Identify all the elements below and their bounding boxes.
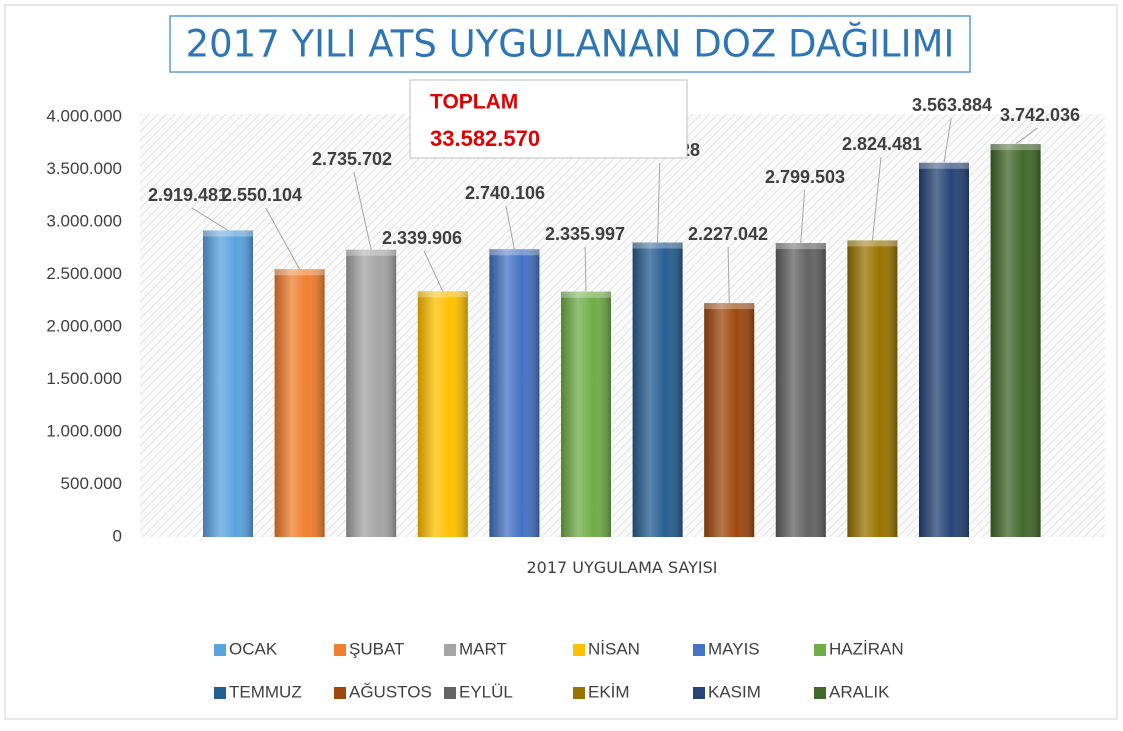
data-label: 2.550.104 bbox=[222, 185, 302, 205]
legend-label: AĞUSTOS bbox=[349, 682, 432, 701]
bar-shade bbox=[847, 240, 898, 537]
bar-cap bbox=[203, 230, 253, 237]
y-tick-label: 4.000.000 bbox=[46, 106, 122, 125]
annotation-text: 33.582.570 bbox=[430, 126, 540, 151]
leader-line bbox=[1015, 127, 1038, 145]
bar-cap bbox=[704, 303, 755, 310]
bar-cap bbox=[274, 269, 325, 276]
leader-line bbox=[943, 117, 952, 163]
leader-line bbox=[657, 162, 661, 243]
bar-shade bbox=[775, 243, 826, 537]
leader-line bbox=[505, 205, 515, 250]
bar-cap bbox=[919, 162, 969, 169]
y-tick-label: 0 bbox=[113, 526, 122, 545]
y-tick-label: 2.500.000 bbox=[46, 264, 122, 283]
legend-swatch bbox=[573, 687, 585, 699]
annotation-box bbox=[409, 79, 688, 159]
legend-label: EYLÜL bbox=[459, 682, 513, 701]
legend-swatch bbox=[444, 644, 456, 656]
leader-line bbox=[727, 246, 730, 304]
legend-swatch bbox=[334, 644, 346, 656]
bar-shade bbox=[274, 269, 325, 537]
bar-shade bbox=[990, 144, 1041, 537]
legend-label: ARALIK bbox=[829, 682, 890, 701]
legend-swatch bbox=[814, 644, 826, 656]
data-label: 3.742.036 bbox=[1000, 105, 1080, 125]
leader-line bbox=[584, 246, 587, 292]
title-box bbox=[169, 15, 971, 73]
legend-swatch bbox=[444, 687, 456, 699]
legend-label: TEMMUZ bbox=[229, 682, 302, 701]
data-label: 2.335.997 bbox=[545, 224, 625, 244]
y-tick-label: 1.500.000 bbox=[46, 369, 122, 388]
y-tick-label: 500.000 bbox=[61, 474, 122, 493]
bar-cap bbox=[847, 240, 898, 247]
legend-swatch bbox=[214, 687, 226, 699]
leader-line bbox=[191, 207, 229, 231]
legend-swatch bbox=[693, 687, 705, 699]
leader-line bbox=[800, 189, 806, 244]
bar-cap bbox=[346, 249, 397, 256]
y-tick-label: 1.000.000 bbox=[46, 421, 122, 440]
legend-label: KASIM bbox=[708, 682, 761, 701]
legend-label: MAYIS bbox=[708, 639, 760, 658]
legend-swatch bbox=[214, 644, 226, 656]
annotation-title: TOPLAM bbox=[430, 91, 518, 114]
bar-cap bbox=[632, 242, 683, 249]
bar-shade bbox=[203, 230, 253, 537]
bar-shade bbox=[417, 291, 468, 537]
data-label: 2.740.106 bbox=[465, 183, 545, 203]
legend-swatch bbox=[814, 687, 826, 699]
data-label: 2.735.702 bbox=[312, 149, 392, 169]
data-label: 2.339.906 bbox=[382, 228, 462, 248]
leader-line bbox=[353, 171, 372, 250]
data-label: 2.824.481 bbox=[842, 134, 922, 154]
bar-shade bbox=[346, 249, 397, 538]
leader-line bbox=[871, 156, 882, 241]
legend-label: MART bbox=[459, 639, 507, 658]
legend-label: HAZİRAN bbox=[829, 639, 904, 658]
data-label: 2.919.481 bbox=[148, 185, 228, 205]
bar-shade bbox=[632, 242, 683, 537]
data-label: 2.227.042 bbox=[688, 224, 768, 244]
bar-shade bbox=[489, 249, 540, 537]
legend-label: ŞUBAT bbox=[349, 639, 404, 658]
bar-shade bbox=[561, 291, 611, 537]
legend-label: EKİM bbox=[588, 682, 630, 701]
chart-title: 2017 YILI ATS UYGULANAN DOZ DAĞILIMI bbox=[186, 22, 955, 66]
bar-shade bbox=[919, 162, 969, 537]
bar-shade bbox=[704, 303, 755, 537]
y-tick-label: 2.000.000 bbox=[46, 316, 122, 335]
leader-line bbox=[265, 207, 301, 270]
leader-line bbox=[423, 250, 444, 292]
legend-label: NİSAN bbox=[588, 639, 640, 658]
data-label: 3.563.884 bbox=[912, 95, 992, 115]
legend-swatch bbox=[693, 644, 705, 656]
legend-swatch bbox=[334, 687, 346, 699]
bar-cap bbox=[775, 243, 826, 250]
y-tick-label: 3.500.000 bbox=[46, 159, 122, 178]
x-category-label: 2017 UYGULAMA SAYISI bbox=[526, 558, 718, 577]
category-label-box: 2017 UYGULAMA SAYISI bbox=[526, 558, 718, 577]
y-tick-label: 3.000.000 bbox=[46, 211, 122, 230]
bar-cap bbox=[489, 249, 540, 256]
bar-cap bbox=[561, 291, 611, 298]
legend-label: OCAK bbox=[229, 639, 278, 658]
bar-cap bbox=[990, 144, 1041, 151]
data-label: 2.799.503 bbox=[765, 167, 845, 187]
legend-swatch bbox=[573, 644, 585, 656]
bar-cap bbox=[417, 291, 468, 298]
